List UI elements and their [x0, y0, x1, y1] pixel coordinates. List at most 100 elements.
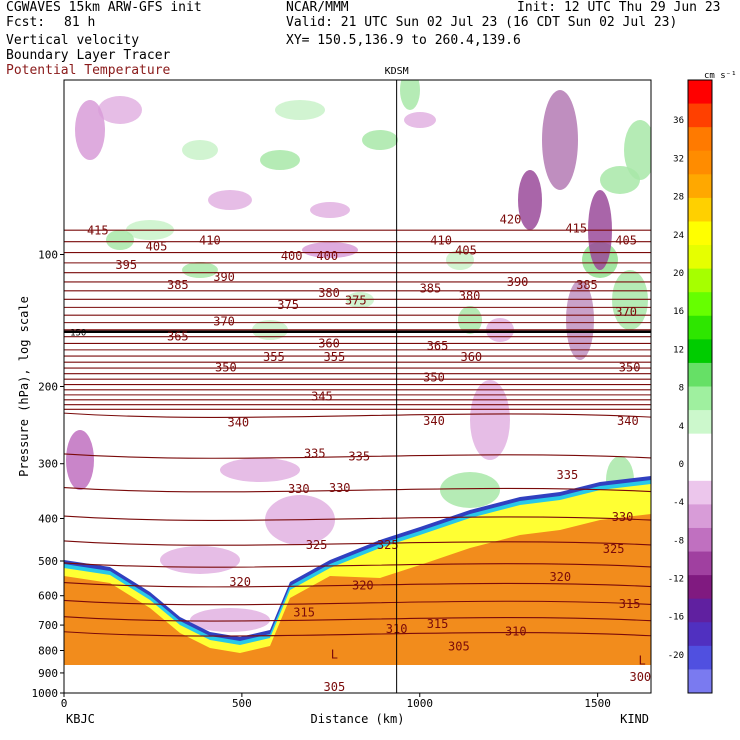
theta-label: 330 — [329, 481, 351, 495]
theta-label: 405 — [455, 243, 477, 257]
colorbar-swatch — [688, 197, 712, 222]
colorbar-swatch — [688, 127, 712, 152]
theta-label: 385 — [167, 278, 189, 292]
theta-contour — [64, 631, 651, 637]
y-tick-label: 800 — [38, 645, 58, 658]
colorbar-swatch — [688, 292, 712, 317]
colorbar-tick-label: 12 — [673, 345, 684, 355]
center-label: NCAR/MMM — [286, 0, 349, 15]
theta-label: 320 — [549, 570, 571, 584]
field-vertical-velocity: Vertical velocity — [6, 33, 140, 48]
model-title: CGWAVES 15km ARW-GFS init — [6, 0, 202, 15]
velocity-cell — [440, 472, 500, 508]
theta-label: 340 — [227, 416, 249, 430]
velocity-cell — [208, 190, 252, 210]
velocity-cell — [518, 170, 542, 230]
colorbar-tick-label: 0 — [679, 460, 684, 470]
colorbar-tick-label: -8 — [673, 536, 684, 546]
y-axis-label: Pressure (hPa), log scale — [17, 296, 31, 477]
velocity-cell — [624, 120, 651, 180]
colorbar-frame — [687, 79, 713, 694]
init-time: Init: 12 UTC Thu 29 Jun 23 — [517, 0, 721, 15]
colorbar-tick-label: 20 — [673, 269, 684, 279]
colorbar-swatch — [688, 150, 712, 175]
theta-label: 365 — [427, 339, 449, 353]
theta-label: 340 — [423, 414, 445, 428]
colorbar-swatch — [688, 645, 712, 670]
velocity-cell — [346, 292, 374, 308]
theta-label: 315 — [427, 617, 449, 631]
fcst-value: 81 h — [64, 15, 96, 30]
velocity-cell — [310, 202, 350, 218]
theta-label: 315 — [293, 606, 315, 620]
theta-label: L — [638, 653, 645, 667]
theta-label: 380 — [318, 286, 340, 300]
theta-contour — [64, 453, 651, 459]
theta-label: 395 — [115, 258, 137, 272]
theta-label: 390 — [213, 270, 235, 284]
colorbar-swatch — [688, 622, 712, 647]
colorbar-tick-label: -4 — [673, 498, 684, 508]
theta-label: 375 — [345, 293, 367, 307]
velocity-cell — [362, 130, 398, 150]
theta-label: 345 — [311, 389, 333, 403]
theta-label: 310 — [505, 625, 527, 639]
theta-contour — [64, 487, 651, 493]
colorbar-tick-label: 4 — [679, 422, 684, 432]
velocity-cell — [302, 242, 358, 258]
theta-label: 335 — [557, 468, 579, 482]
theta-label: 400 — [316, 249, 338, 263]
theta-label: 410 — [430, 234, 452, 248]
y-tick-label: 300 — [38, 458, 58, 471]
colorbar: cm s⁻¹ 36 32 28 24 20 16 12 8 4 0 -4 -8 -12 -16 -20 — [668, 71, 737, 694]
y-tick-label: 700 — [38, 619, 58, 632]
velocity-cell — [566, 280, 594, 360]
theta-label: 410 — [199, 234, 221, 248]
y-tick-label: 100 — [38, 248, 58, 261]
colorbar-swatch — [688, 527, 712, 553]
velocity-cell — [98, 96, 142, 124]
theta-label: 400 — [281, 249, 303, 263]
theta-label: 315 — [619, 597, 641, 611]
boundary-layer-tracer — [64, 476, 651, 693]
ground-surface — [64, 665, 651, 693]
colorbar-swatch — [688, 669, 712, 694]
axes: KDSM 0 500 1000 1500 100 200 300 400 500 600 700 800… — [17, 66, 652, 726]
y-tick-label: 600 — [38, 590, 58, 603]
colorbar-swatch — [688, 504, 712, 529]
colorbar-swatch — [688, 268, 712, 293]
theta-label: 320 — [229, 575, 251, 589]
theta-contour — [64, 412, 651, 418]
field-potential-temperature: Potential Temperature — [6, 63, 171, 78]
theta-label: 330 — [612, 510, 634, 524]
theta-label: 350 — [619, 361, 641, 375]
colorbar-tick-label: 16 — [673, 307, 684, 317]
potential-temperature-contours — [64, 229, 651, 637]
theta-label: 370 — [213, 314, 235, 328]
theta-label: 305 — [448, 640, 470, 654]
theta-label: 405 — [615, 234, 637, 248]
velocity-cell — [182, 140, 218, 160]
theta-label: 340 — [617, 414, 639, 428]
velocity-cell — [160, 546, 240, 574]
theta-label: 405 — [146, 240, 168, 254]
x-tick-label: 1000 — [407, 697, 434, 710]
x-tick-label: 500 — [232, 697, 252, 710]
theta-label: 390 — [507, 275, 529, 289]
velocity-cell — [190, 608, 270, 632]
theta-label: 375 — [277, 298, 299, 312]
velocity-cell — [446, 250, 474, 270]
vertical-velocity-field — [66, 80, 651, 632]
colorbar-swatch — [688, 386, 712, 411]
colorbar-swatch — [688, 245, 712, 270]
theta-label: 415 — [565, 221, 587, 235]
colorbar-units: cm s⁻¹ — [704, 71, 737, 81]
right-station-label: KIND — [620, 712, 649, 726]
colorbar-swatch — [688, 80, 712, 105]
colorbar-swatch — [688, 339, 712, 364]
theta-label: 350 — [215, 361, 237, 375]
valid-time: Valid: 21 UTC Sun 02 Jul 23 (16 CDT Sun … — [286, 15, 678, 30]
theta-label: 360 — [318, 337, 340, 351]
